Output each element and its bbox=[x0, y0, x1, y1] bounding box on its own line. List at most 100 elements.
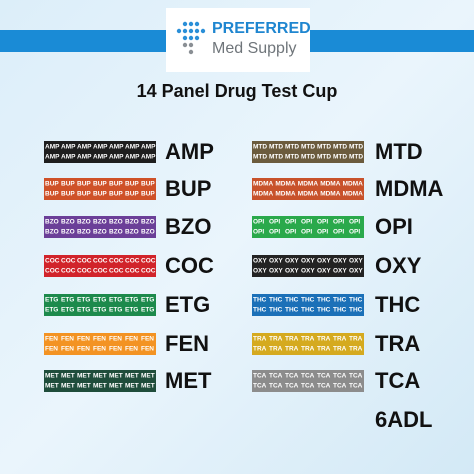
strip-text: COC bbox=[125, 268, 140, 275]
strip-text: THC bbox=[349, 297, 363, 304]
strip-text: COC bbox=[61, 258, 76, 265]
test-strip bbox=[252, 370, 364, 392]
strip-text: MET bbox=[61, 373, 75, 380]
strip-text: THC bbox=[285, 297, 299, 304]
strip-text: OPI bbox=[253, 229, 264, 236]
strip-text: ETG bbox=[77, 297, 90, 304]
strip-text: TRA bbox=[269, 346, 283, 353]
strip-text: MET bbox=[141, 383, 155, 390]
strip-text: MTD bbox=[301, 144, 315, 151]
strip-text: MET bbox=[125, 383, 139, 390]
strip-text: THC bbox=[333, 297, 347, 304]
strip-text: MDMA bbox=[253, 181, 274, 188]
strip-text: TRA bbox=[301, 346, 315, 353]
drug-label: OPI bbox=[375, 214, 413, 239]
strip-text: TRA bbox=[285, 346, 299, 353]
strip-text: FEN bbox=[93, 336, 106, 343]
strip-text: TRA bbox=[285, 336, 299, 343]
strip-text: MTD bbox=[317, 154, 331, 161]
strip-text: ETG bbox=[109, 307, 122, 314]
strip-text: COC bbox=[45, 268, 60, 275]
drug-label: MET bbox=[165, 368, 212, 393]
strip-text: THC bbox=[333, 307, 347, 314]
strip-text: COC bbox=[141, 268, 156, 275]
strip-text: MET bbox=[93, 383, 107, 390]
strip-text: TCA bbox=[301, 373, 315, 380]
strip-text: TCA bbox=[333, 383, 347, 390]
strip-text: ETG bbox=[109, 297, 122, 304]
test-strip bbox=[44, 178, 156, 200]
strip-text: AMP bbox=[93, 154, 108, 161]
strip-text: FEN bbox=[125, 346, 138, 353]
strip-text: COC bbox=[93, 268, 108, 275]
strip-text: MTD bbox=[333, 144, 347, 151]
strip-text: FEN bbox=[109, 336, 122, 343]
strip-text: MDMA bbox=[275, 181, 296, 188]
strip-text: MET bbox=[141, 373, 155, 380]
strip-text: FEN bbox=[141, 346, 154, 353]
strip-text: THC bbox=[301, 307, 315, 314]
strip-text: AMP bbox=[45, 144, 60, 151]
strip-text: THC bbox=[253, 307, 267, 314]
strip-text: TRA bbox=[317, 346, 331, 353]
strip-text: THC bbox=[285, 307, 299, 314]
strip-text: COC bbox=[109, 258, 124, 265]
drug-label: FEN bbox=[165, 331, 209, 356]
strip-text: FEN bbox=[45, 336, 58, 343]
strip-text: BZO bbox=[45, 229, 59, 236]
strip-text: BZO bbox=[141, 219, 155, 226]
strip-text: BZO bbox=[61, 229, 75, 236]
strip-text: TRA bbox=[301, 336, 315, 343]
strip-text: MTD bbox=[285, 144, 299, 151]
strip-text: BUP bbox=[141, 181, 155, 188]
strip-text: AMP bbox=[125, 154, 140, 161]
test-strip bbox=[252, 216, 364, 238]
strip-text: OXY bbox=[333, 258, 347, 265]
strip-text: ETG bbox=[93, 297, 106, 304]
strip-text: OPI bbox=[285, 229, 296, 236]
test-strip bbox=[252, 255, 364, 277]
strip-text: AMP bbox=[109, 154, 124, 161]
strip-text: COC bbox=[77, 258, 92, 265]
strip-text: AMP bbox=[141, 154, 156, 161]
strip-text: TCA bbox=[317, 383, 331, 390]
strip-text: ETG bbox=[45, 297, 58, 304]
test-strip bbox=[252, 294, 364, 316]
strip-text: OXY bbox=[269, 258, 283, 265]
strip-text: BUP bbox=[45, 191, 59, 198]
strip-text: BUP bbox=[93, 191, 107, 198]
strip-text: MET bbox=[45, 373, 59, 380]
test-strip bbox=[44, 141, 156, 163]
strip-text: AMP bbox=[77, 154, 92, 161]
strip-text: THC bbox=[269, 297, 283, 304]
strip-text: MDMA bbox=[275, 191, 296, 198]
drug-label: 6ADL bbox=[375, 407, 432, 432]
logo-box bbox=[166, 8, 310, 72]
strip-text: AMP bbox=[93, 144, 108, 151]
strip-text: BZO bbox=[125, 219, 139, 226]
strip-text: MET bbox=[45, 383, 59, 390]
strip-text: AMP bbox=[61, 144, 76, 151]
logo-tagline: Med Supply bbox=[212, 40, 297, 57]
strip-text: TRA bbox=[349, 336, 363, 343]
strip-text: COC bbox=[93, 258, 108, 265]
strip-text: ETG bbox=[45, 307, 58, 314]
strip-text: OPI bbox=[317, 229, 328, 236]
strip-text: ETG bbox=[61, 297, 74, 304]
strip-text: BUP bbox=[77, 191, 91, 198]
strip-text: MET bbox=[77, 383, 91, 390]
strip-text: OXY bbox=[349, 268, 363, 275]
strip-text: COC bbox=[109, 268, 124, 275]
drug-label: TCA bbox=[375, 368, 420, 393]
strip-text: TRA bbox=[349, 346, 363, 353]
strip-text: BZO bbox=[93, 219, 107, 226]
strip-text: MTD bbox=[285, 154, 299, 161]
strip-text: OXY bbox=[349, 258, 363, 265]
strip-text: MDMA bbox=[320, 191, 341, 198]
strip-text: FEN bbox=[77, 336, 90, 343]
drug-label: TRA bbox=[375, 331, 420, 356]
strip-text: MTD bbox=[317, 144, 331, 151]
strip-text: OPI bbox=[349, 219, 360, 226]
